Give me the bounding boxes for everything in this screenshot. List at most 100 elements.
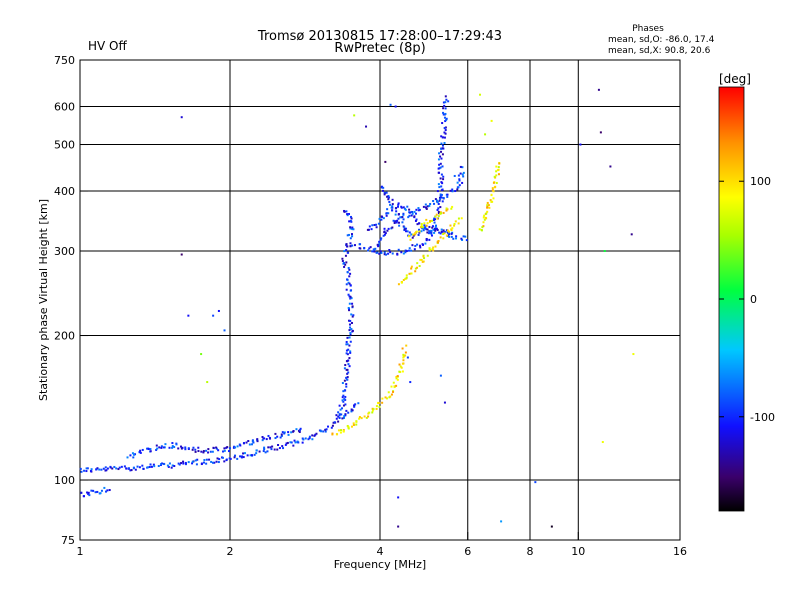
data-point (349, 227, 352, 230)
data-point (335, 414, 338, 417)
data-point (341, 399, 344, 402)
data-point (345, 385, 348, 388)
data-point (370, 228, 373, 231)
data-point (337, 411, 340, 414)
data-point (440, 157, 443, 160)
data-point (345, 210, 348, 213)
data-point (489, 199, 492, 202)
data-point (409, 238, 412, 241)
phases-stats-x: mean, sd,X: 90.8, 20.6 (608, 46, 711, 56)
data-point (408, 211, 411, 214)
data-point (337, 429, 340, 432)
data-point (351, 315, 354, 318)
data-point (435, 224, 438, 227)
grid-lines (80, 60, 680, 540)
data-point (373, 224, 376, 227)
data-point (426, 231, 429, 234)
data-point (343, 416, 346, 419)
data-point (445, 209, 448, 212)
data-point (181, 446, 184, 449)
data-point (274, 437, 277, 440)
data-point (497, 166, 500, 169)
data-point (267, 446, 270, 449)
data-point (343, 250, 346, 253)
data-point (440, 142, 443, 145)
data-point (439, 198, 442, 201)
data-point (390, 206, 393, 209)
data-point (420, 222, 423, 225)
data-point (368, 411, 371, 414)
data-point (423, 257, 426, 260)
data-point (415, 218, 418, 221)
data-point (192, 446, 195, 449)
data-point (341, 257, 344, 260)
data-point (351, 244, 354, 247)
data-point (451, 227, 454, 230)
data-point (351, 226, 354, 229)
data-point (359, 247, 362, 250)
data-point (396, 205, 399, 208)
data-point (348, 344, 351, 347)
data-point (412, 233, 415, 236)
data-point (333, 421, 336, 424)
data-point (389, 203, 392, 206)
data-point (453, 224, 456, 227)
data-point (437, 167, 440, 170)
data-point (118, 466, 121, 469)
data-point (404, 208, 407, 211)
data-point (212, 314, 215, 317)
data-point (355, 420, 358, 423)
data-point (338, 414, 341, 417)
data-point (403, 354, 406, 357)
data-point (215, 460, 218, 463)
data-point (419, 258, 422, 261)
data-point (263, 437, 266, 440)
data-point (367, 415, 370, 418)
data-point (479, 93, 482, 96)
data-point (408, 208, 411, 211)
data-point (482, 216, 485, 219)
data-point (434, 218, 437, 221)
data-point (256, 438, 259, 441)
data-point (171, 446, 174, 449)
data-point (139, 449, 142, 452)
data-point (341, 382, 344, 385)
data-point (461, 238, 464, 241)
data-point (397, 283, 400, 286)
data-point (342, 404, 345, 407)
data-point (376, 243, 379, 246)
data-point (349, 351, 352, 354)
data-point (168, 462, 171, 465)
data-point (438, 199, 441, 202)
data-point (349, 326, 352, 329)
data-point (345, 343, 348, 346)
data-point (395, 384, 398, 387)
data-point (205, 458, 208, 461)
data-point (283, 431, 286, 434)
data-point (388, 196, 391, 199)
data-point (343, 265, 346, 268)
data-point (209, 450, 212, 453)
data-point (396, 253, 399, 256)
data-point (424, 242, 427, 245)
data-points (79, 88, 635, 528)
data-point (451, 205, 454, 208)
data-point (399, 216, 402, 219)
data-point (277, 444, 280, 447)
data-point (434, 215, 437, 218)
data-point (270, 448, 273, 451)
data-point (424, 227, 427, 230)
data-point (281, 431, 284, 434)
data-point (375, 226, 378, 229)
data-point (249, 454, 252, 457)
colorbar-tick-label: 100 (750, 175, 771, 188)
data-point (450, 232, 453, 235)
data-point (293, 439, 296, 442)
data-point (392, 219, 395, 222)
data-point (436, 217, 439, 220)
data-point (87, 491, 90, 494)
data-point (280, 433, 283, 436)
data-point (405, 250, 408, 253)
data-point (131, 452, 134, 455)
data-point (492, 190, 495, 193)
